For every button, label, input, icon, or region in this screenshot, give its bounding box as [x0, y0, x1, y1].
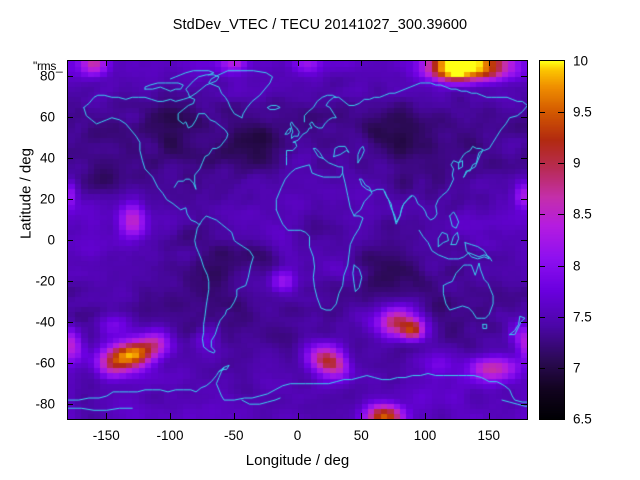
x-tick-mark — [234, 413, 235, 419]
x-tick-label: 50 — [353, 428, 369, 443]
colorbar-tick-mark — [539, 317, 545, 318]
colorbar-tick-label: 10 — [573, 53, 589, 69]
y-tick-mark-right — [521, 117, 527, 118]
colorbar-tick-mark — [539, 368, 545, 369]
y-tick-mark — [67, 322, 73, 323]
colorbar-tick-mark — [539, 112, 545, 113]
colorbar-tick-label: 6.5 — [573, 411, 592, 427]
colorbar-tick-mark-right — [558, 214, 564, 215]
colorbar-tick-mark-right — [558, 112, 564, 113]
y-tick-mark — [67, 240, 73, 241]
colorbar-tick-label: 7 — [573, 360, 581, 376]
y-tick-label: 20 — [39, 191, 55, 207]
y-tick-mark — [67, 404, 73, 405]
y-tick-label: 0 — [47, 232, 55, 248]
x-tick-label: 150 — [477, 428, 501, 443]
y-tick-mark — [67, 158, 73, 159]
y-tick-mark — [67, 281, 73, 282]
x-tick-mark — [106, 413, 107, 419]
stray-legend-fragment: "rms_ — [33, 59, 63, 73]
colorbar-tick-label: 7.5 — [573, 309, 592, 325]
x-axis-label: Longitude / deg — [245, 452, 350, 469]
colorbar-tick-mark-right — [558, 317, 564, 318]
colorbar-tick-label: 8.5 — [573, 206, 592, 222]
x-tick-mark — [489, 413, 490, 419]
y-tick-mark-right — [521, 363, 527, 364]
y-tick-label: -20 — [35, 273, 55, 289]
x-tick-mark — [361, 413, 362, 419]
colorbar — [539, 60, 565, 420]
x-tick-mark-top — [425, 60, 426, 66]
x-tick-label: -150 — [92, 428, 120, 443]
x-tick-mark-top — [298, 60, 299, 66]
y-tick-label: 40 — [39, 150, 55, 166]
y-tick-mark-right — [521, 158, 527, 159]
y-tick-label: -80 — [35, 396, 55, 412]
y-tick-label: 60 — [39, 109, 55, 125]
x-tick-mark-top — [489, 60, 490, 66]
colorbar-gradient — [540, 61, 564, 419]
y-tick-mark — [67, 363, 73, 364]
y-tick-label: -60 — [35, 355, 55, 371]
colorbar-tick-mark — [539, 214, 545, 215]
colorbar-tick-mark — [539, 163, 545, 164]
colorbar-tick-label: 9.5 — [573, 104, 592, 120]
x-tick-mark — [425, 413, 426, 419]
y-tick-mark-right — [521, 404, 527, 405]
y-tick-mark-right — [521, 199, 527, 200]
x-tick-mark-top — [170, 60, 171, 66]
colorbar-tick-mark-right — [558, 368, 564, 369]
x-tick-mark-top — [106, 60, 107, 66]
x-tick-label: 100 — [413, 428, 437, 443]
y-tick-mark — [67, 117, 73, 118]
y-axis-label: Latitude / deg — [17, 148, 35, 239]
x-tick-mark — [298, 413, 299, 419]
y-tick-mark-right — [521, 322, 527, 323]
x-tick-label: 0 — [293, 428, 302, 443]
y-tick-label: 80 — [39, 68, 55, 84]
y-tick-mark-right — [521, 281, 527, 282]
y-tick-mark-right — [521, 240, 527, 241]
x-tick-mark-top — [234, 60, 235, 66]
colorbar-tick-label: 9 — [573, 155, 581, 171]
map-plot-area — [67, 60, 528, 420]
x-tick-mark — [170, 413, 171, 419]
x-tick-mark-top — [361, 60, 362, 66]
y-tick-mark — [67, 199, 73, 200]
colorbar-tick-mark — [539, 266, 545, 267]
y-tick-mark — [67, 76, 73, 77]
x-tick-label: -100 — [156, 428, 184, 443]
colorbar-tick-mark-right — [558, 163, 564, 164]
colorbar-tick-label: 8 — [573, 258, 581, 274]
coastline-overlay — [68, 61, 527, 419]
colorbar-tick-mark-right — [558, 266, 564, 267]
y-tick-label: -40 — [35, 314, 55, 330]
y-tick-mark-right — [521, 76, 527, 77]
x-tick-label: -50 — [223, 428, 244, 443]
page-title: StdDev_VTEC / TECU 20141027_300.39600 — [172, 17, 468, 33]
